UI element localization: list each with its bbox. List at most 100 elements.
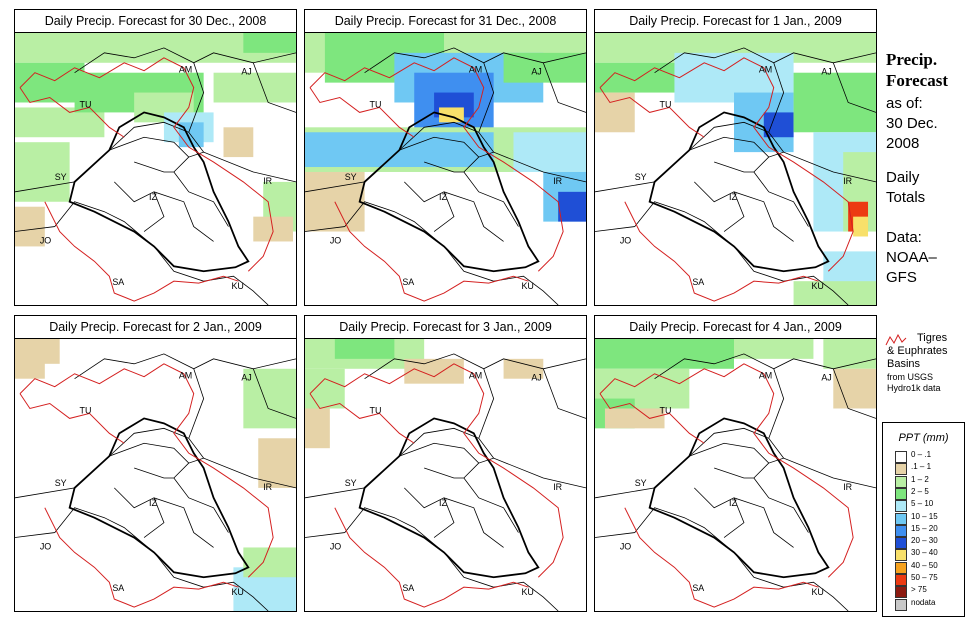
map-panel-30-dec: Daily Precip. Forecast for 30 Dec., 2008… [14,9,297,306]
legend-label: 20 – 30 [911,536,938,546]
precip-cell [305,368,345,409]
country-border [714,156,809,227]
country-border [114,487,214,548]
country-label-aj: AJ [821,373,831,383]
precip-cell [734,339,814,359]
country-label-ir: IR [263,176,272,186]
map-panel-3-jan: Daily Precip. Forecast for 3 Jan., 2009 … [304,315,587,612]
legend-swatch [895,524,907,537]
panel-title: Daily Precip. Forecast for 1 Jan., 2009 [594,9,877,34]
basin-boundary [19,393,125,444]
precip-cell [793,72,876,133]
legend-label: 0 – .1 [911,450,932,459]
country-label-iz: IZ [149,192,157,202]
map-panel-31-dec: Daily Precip. Forecast for 31 Dec., 2008… [304,9,587,306]
country-border [478,62,495,133]
country-border [109,121,204,153]
country-border [694,181,794,242]
country-label-iz: IZ [729,498,737,508]
legend-label: 50 – 75 [911,573,938,582]
iraq-border [68,417,250,579]
precip-cell [823,339,876,369]
country-border [15,442,296,499]
country-label-sa: SA [112,583,124,593]
country-border [252,62,296,113]
precip-map: AM AJ TU SY IR IZ JO SA KU [14,338,297,612]
legend-item: 5 – 10 [895,499,963,513]
precip-cell [833,368,876,409]
legend-item: 30 – 40 [895,548,963,562]
legend-label: 5 – 10 [911,499,934,509]
map-panel-4-jan: Daily Precip. Forecast for 4 Jan., 2009 … [594,315,877,612]
legend-label: 30 – 40 [911,548,938,558]
forecast-heading: Precip. Forecast [886,49,948,91]
legend-swatch [895,500,907,513]
basin-boundary [309,363,564,578]
country-label-aj: AJ [531,67,541,77]
country-border [832,62,876,113]
map-panel-1-jan: Daily Precip. Forecast for 1 Jan., 2009 … [594,9,877,306]
daily-line-2: Totals [886,189,926,206]
legend-item: 20 – 30 [895,536,963,550]
country-label-tu: TU [80,99,92,109]
basin-note-line-3: Basins [887,358,921,370]
country-border [542,368,586,419]
country-label-sy: SY [55,172,67,182]
precip-cell [243,368,296,429]
precip-cell [334,339,395,359]
source-line-2: NOAA– [886,249,937,266]
country-label-ku: KU [521,281,533,291]
country-border [134,462,229,533]
forecast-daily: Daily Totals [886,168,925,208]
precip-cell [258,438,296,488]
country-label-am: AM [179,371,192,381]
country-border [114,181,214,242]
country-label-am: AM [179,65,192,75]
country-label-sy: SY [55,478,67,488]
country-label-aj: AJ [241,67,251,77]
panel-title: Daily Precip. Forecast for 31 Dec., 2008 [304,9,587,34]
legend-swatch [895,561,907,574]
country-border [424,156,519,227]
legend-swatch [895,586,907,599]
legend-swatch [895,451,907,463]
country-border [424,462,519,533]
source-line-1: Data: [886,229,922,246]
country-label-tu: TU [80,405,92,415]
country-label-ir: IR [843,176,852,186]
precip-cell [223,127,254,158]
forecast-source: Data: NOAA– GFS [886,228,937,288]
country-label-sy: SY [345,172,357,182]
country-label-ku: KU [231,587,243,597]
basin-boundary [44,201,239,302]
legend-item: 50 – 75 [895,573,963,586]
country-label-sa: SA [402,277,414,287]
heading-line-2: Forecast [886,71,948,90]
country-label-aj: AJ [821,67,831,77]
precip-cell [763,112,794,138]
country-label-sy: SY [635,478,647,488]
asof-label: as of: [886,95,923,112]
country-border [694,487,794,548]
country-border [768,368,785,439]
legend-label: 40 – 50 [911,560,938,570]
country-border [689,121,784,153]
legend-item: nodata [895,598,963,611]
country-border [689,427,784,459]
precip-cell [503,358,544,379]
basin-boundary [624,201,819,302]
country-border [654,47,876,74]
country-border [478,368,495,439]
precip-cell [595,92,635,133]
heading-line-1: Precip. [886,50,938,69]
basin-note-line-2: & Euphrates [887,345,948,357]
legend-item: 15 – 20 [895,524,963,537]
country-border [404,487,504,548]
legend-item: 1 – 2 [895,475,963,488]
precip-map: AM AJ TU SY IR IZ JO SA KU [304,32,587,306]
country-border [595,442,876,499]
country-border [134,156,229,227]
country-label-sa: SA [692,277,704,287]
country-label-am: AM [469,65,482,75]
precip-cell [243,33,296,53]
